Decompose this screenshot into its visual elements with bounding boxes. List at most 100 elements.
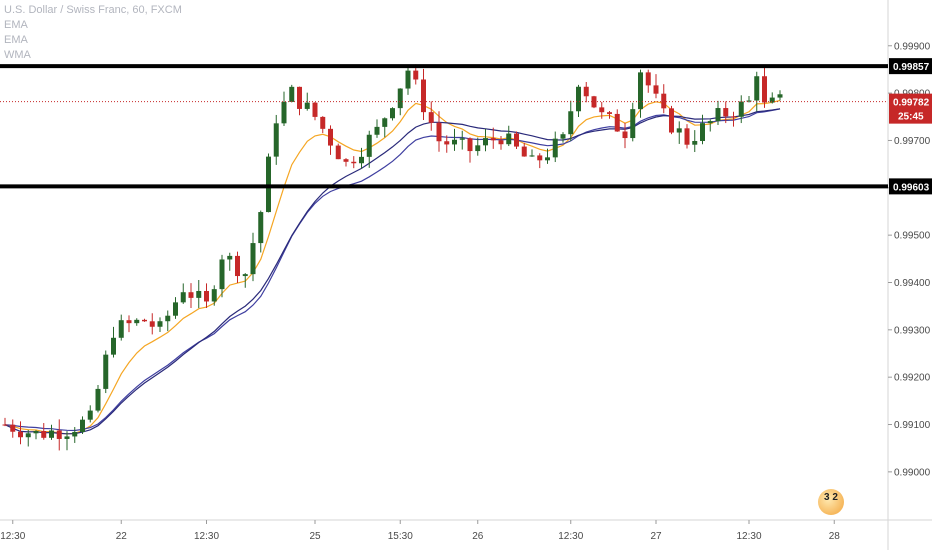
bar-countdown-label: 25:45 bbox=[898, 112, 924, 123]
candle-body bbox=[614, 113, 620, 132]
candle-body bbox=[374, 126, 380, 135]
candle-body bbox=[645, 72, 651, 86]
candle-body bbox=[490, 138, 496, 141]
candle-body bbox=[56, 430, 62, 439]
candle-body bbox=[769, 97, 775, 103]
wma-line bbox=[4, 108, 781, 435]
candle-body bbox=[351, 161, 357, 164]
candle-body bbox=[676, 128, 682, 133]
candle-body bbox=[33, 431, 39, 434]
level-price-tag bbox=[889, 58, 932, 75]
candle-body bbox=[173, 302, 178, 316]
candle-body bbox=[405, 70, 411, 89]
candle-body bbox=[653, 85, 659, 94]
candle-body bbox=[134, 319, 140, 324]
price-tick-label: 0.99000 bbox=[894, 467, 931, 478]
candle-body bbox=[514, 133, 519, 147]
candle-body bbox=[180, 292, 186, 303]
candle-body bbox=[467, 138, 473, 152]
candle-body bbox=[320, 116, 326, 129]
last-price-label: 0.99782 bbox=[893, 98, 930, 109]
candle-body bbox=[64, 436, 70, 439]
candle-body bbox=[111, 337, 116, 355]
candle-body bbox=[669, 108, 674, 133]
candle-body bbox=[506, 133, 512, 145]
candle-body bbox=[227, 255, 233, 260]
time-tick-label: 27 bbox=[650, 531, 662, 542]
candle-body bbox=[204, 290, 209, 302]
candle-body bbox=[49, 430, 54, 438]
time-tick-label: 15:30 bbox=[388, 531, 413, 542]
candle-body bbox=[738, 101, 744, 117]
candle-body bbox=[599, 107, 605, 113]
candle-body bbox=[72, 431, 78, 437]
candle-body bbox=[630, 109, 636, 139]
candle-body bbox=[266, 156, 271, 213]
candle-body bbox=[258, 212, 264, 244]
price-tick-label: 0.99500 bbox=[894, 231, 931, 242]
ema-slow-line bbox=[4, 108, 781, 432]
candle-body bbox=[10, 424, 16, 432]
candle-body bbox=[692, 140, 698, 145]
ema-fast-line bbox=[4, 99, 781, 435]
candle-body bbox=[2, 424, 8, 426]
time-tick-label: 22 bbox=[116, 531, 128, 542]
candle-body bbox=[715, 108, 721, 122]
candle-body bbox=[273, 123, 279, 157]
time-tick-label: 26 bbox=[472, 531, 484, 542]
candle-body bbox=[312, 102, 318, 117]
candle-body bbox=[343, 159, 349, 162]
indicator-wma: WMA bbox=[4, 49, 31, 61]
candle-body bbox=[118, 320, 124, 338]
candle-body bbox=[707, 121, 713, 124]
price-tick-label: 0.99300 bbox=[894, 325, 931, 336]
candle-body bbox=[700, 123, 705, 141]
candle-body bbox=[498, 140, 504, 145]
candle-body bbox=[638, 72, 643, 110]
candle-body bbox=[281, 101, 287, 124]
level-price-tag bbox=[889, 178, 932, 195]
indicator-ema-1: EMA bbox=[4, 19, 28, 31]
candle-body bbox=[731, 116, 736, 118]
candle-body bbox=[483, 138, 488, 146]
candle-body bbox=[684, 128, 690, 145]
candle-body bbox=[545, 157, 550, 161]
candle-body bbox=[149, 321, 155, 327]
candle-body bbox=[661, 93, 667, 109]
candle-body bbox=[529, 155, 535, 157]
candle-body bbox=[397, 88, 403, 109]
candle-body bbox=[436, 122, 442, 142]
candle-body bbox=[723, 108, 729, 117]
price-tick-label: 0.99700 bbox=[894, 136, 931, 147]
badge-label: 3 2 bbox=[824, 492, 838, 503]
candle-body bbox=[568, 111, 574, 135]
time-tick-label: 12:30 bbox=[736, 531, 761, 542]
candle-body bbox=[196, 290, 202, 298]
candle-body bbox=[328, 128, 333, 146]
candle-body bbox=[444, 141, 450, 145]
level-price-label: 0.99603 bbox=[893, 182, 930, 193]
price-tick-label: 0.99200 bbox=[894, 373, 931, 384]
candle-body bbox=[359, 156, 364, 164]
time-tick-label: 12:30 bbox=[0, 531, 25, 542]
candle-body bbox=[382, 118, 388, 127]
candle-body bbox=[250, 243, 256, 275]
candle-body bbox=[762, 76, 767, 103]
candle-body bbox=[335, 145, 341, 160]
notification-badge-icon[interactable]: 3 2 bbox=[818, 489, 844, 515]
candle-body bbox=[754, 76, 760, 101]
candle-body bbox=[304, 102, 310, 109]
candle-body bbox=[475, 145, 481, 152]
candle-body bbox=[157, 321, 163, 327]
time-tick-label: 12:30 bbox=[194, 531, 219, 542]
candle-body bbox=[142, 319, 147, 322]
candle-body bbox=[87, 410, 93, 420]
candle-body bbox=[41, 431, 47, 438]
candle-body bbox=[95, 388, 101, 411]
candle-body bbox=[366, 134, 372, 157]
candle-body bbox=[211, 289, 217, 302]
level-price-label: 0.99857 bbox=[893, 62, 930, 73]
candle-body bbox=[80, 419, 85, 432]
